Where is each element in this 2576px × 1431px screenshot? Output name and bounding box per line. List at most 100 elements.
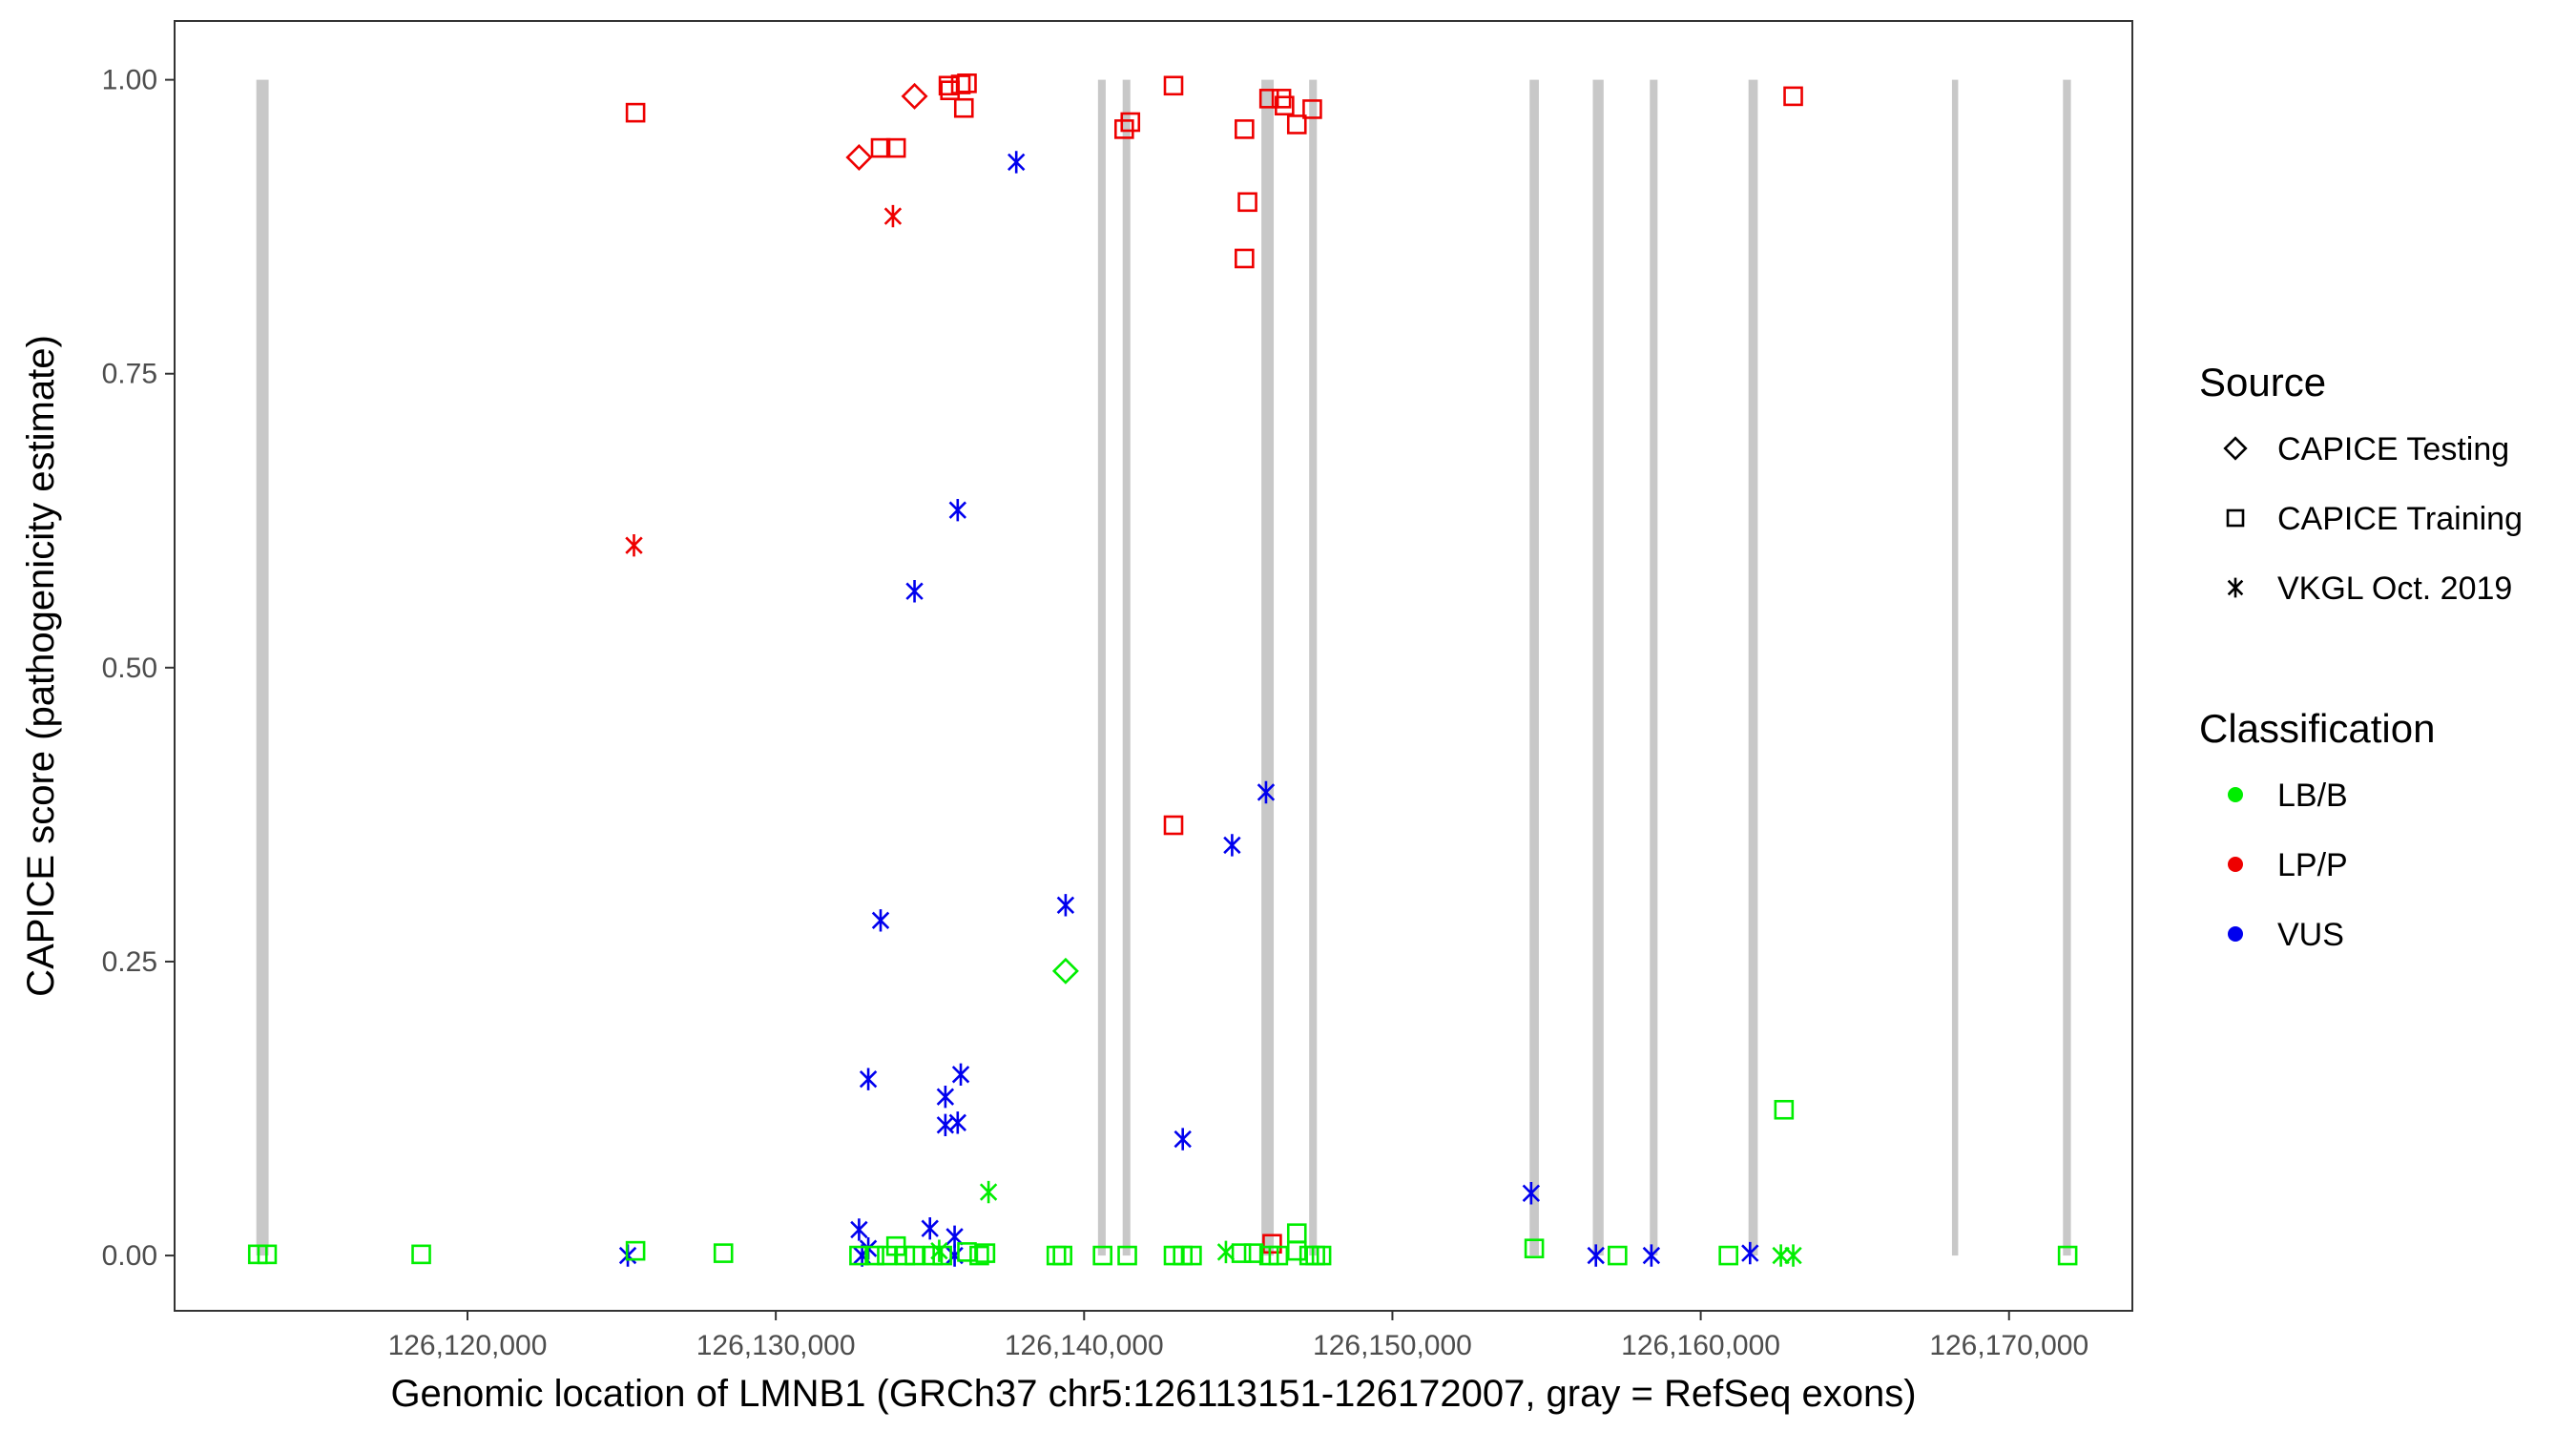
legend: Source CAPICE Testing CAPICE Training VKGL … — [2199, 360, 2523, 953]
point-asterisk-lpp-2-1 — [625, 533, 643, 557]
point-asterisk-vus-3-7 — [951, 1063, 970, 1086]
legend-classification-label: VUS — [2277, 917, 2344, 953]
point-square-lpp-0-3 — [938, 75, 959, 96]
point-square-lbb-6-28 — [1286, 1240, 1307, 1261]
point-asterisk-vus-3-9 — [936, 1085, 955, 1109]
point-asterisk-vus-3-2 — [905, 580, 924, 603]
x-tick-label: 126,160,000 — [1621, 1330, 1780, 1361]
point-asterisk-lbb-4-3 — [1772, 1244, 1790, 1267]
x-tick-label: 126,150,000 — [1313, 1330, 1472, 1361]
point-square-lpp-0-12 — [1237, 192, 1257, 213]
point-square-lpp-0-19 — [1783, 86, 1803, 107]
point-asterisk-vus-3-12 — [1174, 1128, 1192, 1151]
legend-classification-title: Classification — [2199, 706, 2435, 751]
y-tick-label: 0.75 — [102, 359, 157, 390]
point-asterisk-vus-3-6 — [871, 909, 890, 932]
point-square-lbb-6-2 — [411, 1244, 431, 1265]
x-axis-title: Genomic location of LMNB1 (GRCh37 chr5:1… — [390, 1373, 1916, 1415]
data-points — [247, 73, 2078, 1267]
point-square-lbb-6-10 — [904, 1245, 924, 1266]
point-square-lpp-0-0 — [625, 102, 646, 123]
point-square-lbb-6-5 — [849, 1245, 869, 1266]
x-tick-label: 126,120,000 — [388, 1330, 548, 1361]
point-square-lbb-6-24 — [1243, 1243, 1264, 1263]
legend-key-color — [2228, 857, 2243, 872]
legend-key-color — [2228, 926, 2243, 942]
point-asterisk-vus-3-5 — [1056, 894, 1075, 917]
point-square-lbb-6-27 — [1286, 1223, 1307, 1243]
point-square-lpp-0-8 — [1114, 119, 1134, 139]
legend-source-label: VKGL Oct. 2019 — [2277, 570, 2512, 607]
point-asterisk-lpp-2-0 — [883, 204, 903, 228]
legend-key-color — [2228, 787, 2243, 802]
point-square-lbb-6-18 — [1092, 1245, 1112, 1266]
point-square-lbb-6-3 — [625, 1240, 646, 1261]
point-asterisk-vus-3-14 — [850, 1218, 868, 1241]
point-square-lbb-6-35 — [1774, 1099, 1795, 1120]
exon-band-9 — [1951, 79, 1959, 1256]
point-square-lpp-0-10 — [1163, 75, 1184, 96]
exon-band-6 — [1592, 79, 1604, 1256]
point-square-lpp-0-21 — [1262, 1234, 1282, 1255]
point-square-lbb-6-13 — [957, 1242, 977, 1262]
point-square-lpp-0-1 — [870, 137, 891, 158]
legend-source-title: Source — [2199, 360, 2326, 404]
point-square-lbb-6-4 — [713, 1243, 734, 1263]
point-square-lpp-0-7 — [953, 97, 974, 118]
exon-band-7 — [1650, 79, 1658, 1256]
y-tick-label: 0.25 — [102, 946, 157, 978]
point-square-lpp-0-11 — [1235, 119, 1255, 139]
y-tick-label: 0.00 — [102, 1240, 157, 1272]
y-axis-title: CAPICE score (pathogenicity estimate) — [20, 335, 62, 997]
point-asterisk-vus-3-8 — [859, 1068, 878, 1090]
point-asterisk-vus-3-23 — [1741, 1241, 1759, 1265]
y-tick-label: 0.50 — [102, 653, 157, 684]
point-square-lpp-0-15 — [1271, 89, 1292, 109]
point-square-lpp-0-6 — [957, 73, 977, 93]
point-square-lpp-0-18 — [1302, 99, 1322, 119]
point-asterisk-vus-3-21 — [1587, 1244, 1605, 1267]
y-tick-label: 1.00 — [102, 65, 157, 96]
x-tick-label: 126,140,000 — [1005, 1330, 1164, 1361]
point-square-lbb-6-22 — [1182, 1245, 1202, 1266]
point-diamond-lbb-5-0 — [1051, 957, 1079, 985]
point-asterisk-vus-3-16 — [945, 1225, 964, 1249]
point-diamond-lpp-1-1 — [901, 82, 928, 110]
point-square-lpp-0-5 — [950, 74, 971, 94]
legend-classification-label: LP/P — [2277, 847, 2348, 883]
point-square-lpp-0-16 — [1275, 95, 1295, 116]
point-asterisk-vus-3-0 — [1008, 151, 1026, 174]
plot-panel-border — [174, 20, 2133, 1312]
point-square-lbb-6-15 — [975, 1243, 996, 1263]
point-square-lbb-6-32 — [1524, 1238, 1545, 1258]
point-square-lbb-6-34 — [1718, 1245, 1738, 1266]
exon-band-1 — [1097, 79, 1106, 1256]
point-square-lbb-6-14 — [969, 1245, 989, 1266]
y-axis: 0.00 0.25 0.50 0.75 1.00 — [102, 65, 175, 1272]
exon-band-8 — [1748, 79, 1758, 1256]
point-square-lbb-6-33 — [1608, 1245, 1628, 1266]
point-square-lbb-6-23 — [1231, 1243, 1252, 1263]
point-square-lbb-6-16 — [1046, 1245, 1067, 1266]
point-square-lbb-6-12 — [932, 1245, 952, 1266]
point-asterisk-lbb-4-4 — [1784, 1244, 1802, 1267]
exon-band-5 — [1529, 79, 1539, 1256]
x-tick-label: 126,170,000 — [1929, 1330, 2088, 1361]
exon-band-4 — [1309, 79, 1318, 1256]
point-square-lpp-0-2 — [885, 137, 906, 158]
x-axis: 126,120,000 126,130,000 126,140,000 126,150… — [388, 1311, 2088, 1361]
point-asterisk-vus-3-22 — [1642, 1244, 1661, 1267]
legend-key-square — [2226, 508, 2245, 528]
point-asterisk-vus-3-1 — [948, 499, 966, 522]
exon-band-3 — [1261, 79, 1275, 1256]
point-square-lbb-6-19 — [1117, 1245, 1137, 1266]
legend-source-label: CAPICE Testing — [2277, 431, 2509, 467]
point-asterisk-lbb-4-0 — [979, 1180, 998, 1204]
legend-key-diamond — [2223, 436, 2248, 461]
point-square-lbb-6-1 — [257, 1244, 278, 1265]
point-asterisk-vus-3-13 — [1522, 1182, 1541, 1205]
exon-band-2 — [1122, 79, 1131, 1256]
legend-source-label: CAPICE Training — [2277, 501, 2523, 537]
point-square-lbb-6-6 — [864, 1245, 884, 1266]
exon-bands — [256, 79, 2071, 1256]
